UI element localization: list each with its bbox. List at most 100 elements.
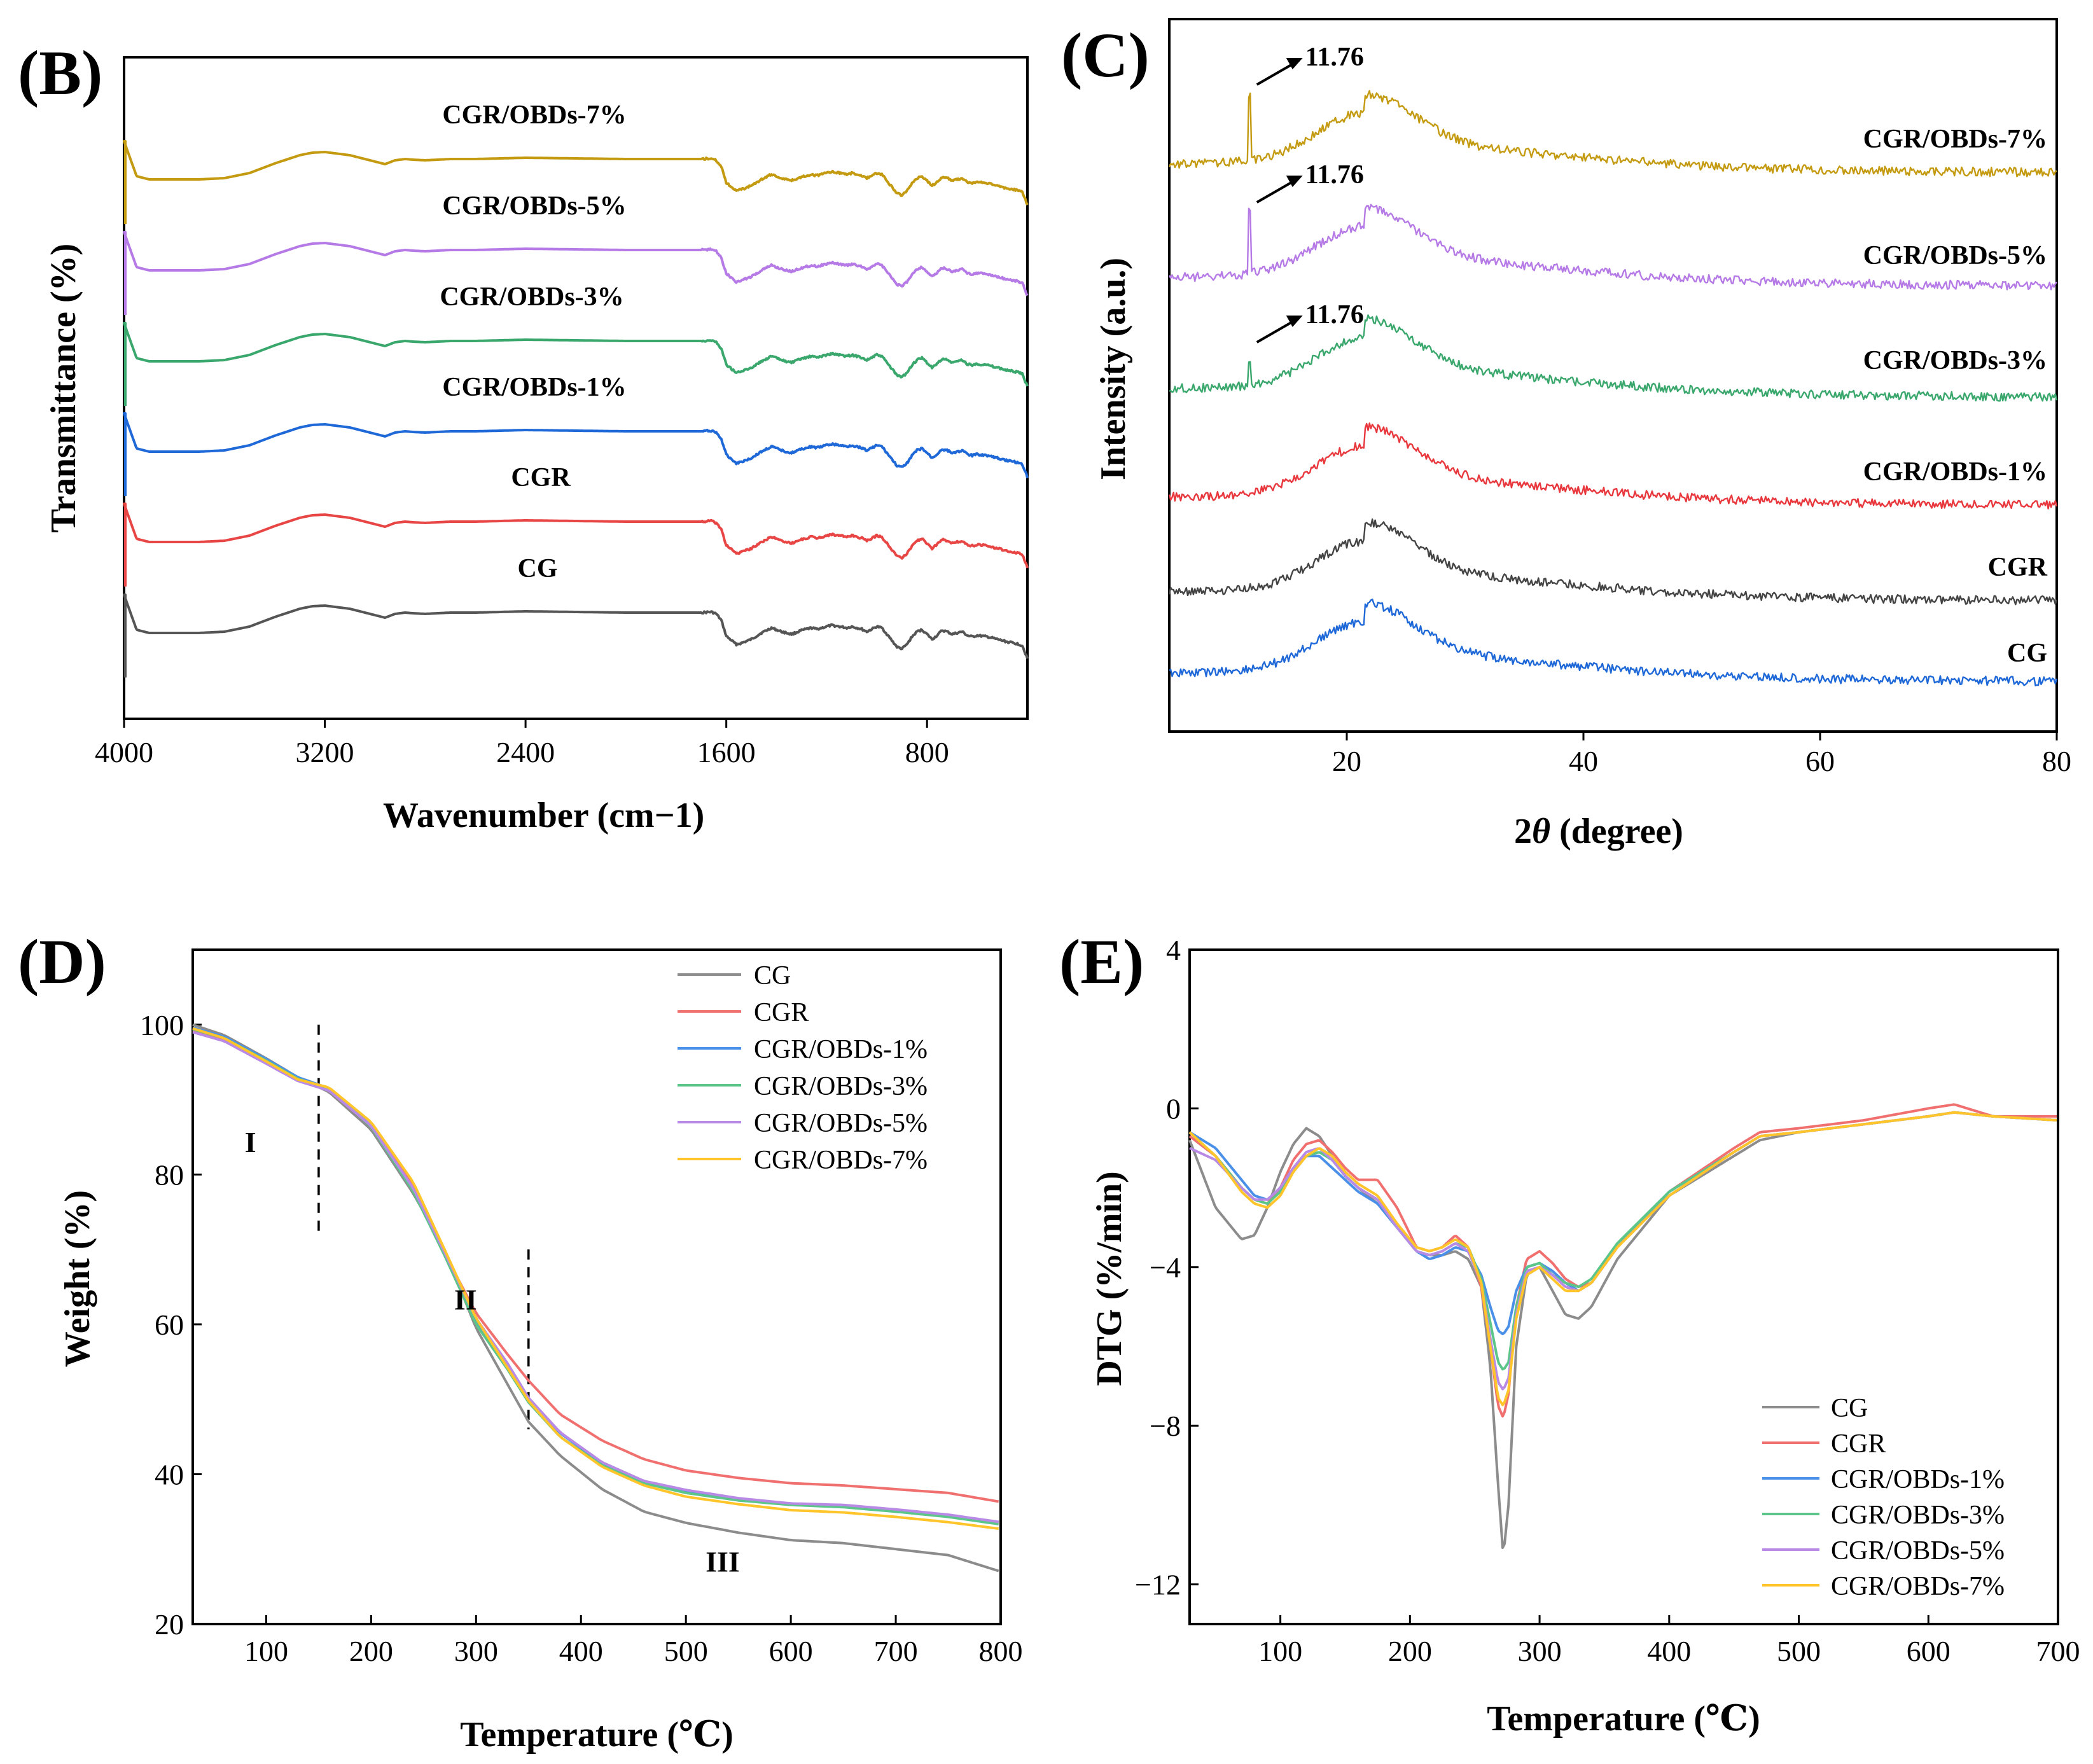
x-tick-label-500: 500 [664, 1635, 708, 1667]
legend-label-cgr-obds-1: CGR/OBDs-1% [754, 1035, 928, 1064]
y-tick-label-0: 0 [1166, 1092, 1181, 1125]
panel-d-legend: CG CGR CGR/OBDs-1% CGR/OBDs-3% CGR/OBDs-5% CG… [678, 961, 928, 1175]
xrd-label-cgr-obds-7: CGR/OBDs-7% [1863, 125, 2047, 154]
peak-label-cgr-obds-3: 11.76 [1305, 300, 1364, 330]
xrd-label-cgr-obds-1: CGR/OBDs-1% [1863, 457, 2047, 487]
ftir-label-cg: CG [518, 554, 558, 583]
y-tick-label-20: 20 [155, 1608, 184, 1641]
legend-label-cgr-obds-1: CGR/OBDs-1% [1831, 1465, 2005, 1494]
tga-curve-cgr [193, 1031, 999, 1501]
panel-c-x-ticks: 20 40 60 80 [1332, 732, 2071, 777]
x-tick-label-300: 300 [1518, 1635, 1562, 1667]
panel-b-ftir: (B) 4000 3200 2400 1600 800 CG CGR CGR/OBDs-1%… [18, 38, 1027, 835]
x-tick-label-700: 700 [874, 1635, 918, 1667]
panel-d-y-axis-label: Weight (%) [58, 1190, 97, 1367]
panel-c-y-axis-label: Intensity (a.u.) [1094, 258, 1133, 480]
tga-curve-cgr-obds-3 [193, 1029, 999, 1524]
legend-label-cg: CG [1831, 1394, 1868, 1423]
x-tick-label-600: 600 [1907, 1635, 1950, 1667]
panel-c-curve-labels: CG CGR CGR/OBDs-1% CGR/OBDs-3% 11.76 CGR/OBDs… [1257, 43, 2048, 668]
x-tick-label-20: 20 [1332, 745, 1361, 777]
x-tick-label-4000: 4000 [95, 736, 153, 768]
legend-label-cgr-obds-3: CGR/OBDs-3% [754, 1072, 928, 1101]
legend-label-cgr-obds-3: CGR/OBDs-3% [1831, 1501, 2005, 1530]
region-I: I [245, 1126, 256, 1158]
y-tick-label-100: 100 [140, 1009, 184, 1041]
panel-c-label: (C) [1061, 20, 1150, 90]
legend-label-cgr-obds-7: CGR/OBDs-7% [754, 1146, 928, 1175]
y-tick-label-4: −4 [1150, 1251, 1181, 1284]
x-tick-label-80: 80 [2042, 745, 2071, 777]
x-tick-label-100: 100 [1258, 1635, 1302, 1667]
panel-d-x-axis-label: Temperature (℃) [460, 1715, 733, 1754]
y-tick-label-12: −12 [1135, 1569, 1181, 1601]
region-III: III [706, 1546, 740, 1578]
x-tick-label-1600: 1600 [697, 736, 756, 768]
legend-label-cgr-obds-5: CGR/OBDs-5% [1831, 1536, 2005, 1566]
y-tick-label-8: −8 [1150, 1410, 1181, 1442]
xrd-curve-cg [1169, 599, 2057, 685]
panel-e-x-axis-label: Temperature (℃) [1487, 1699, 1760, 1739]
legend-label-cg: CG [754, 961, 791, 990]
panel-d-curves [193, 1025, 999, 1571]
panel-c-x-axis-label: 2θ (degree) [1514, 812, 1683, 851]
legend-label-cgr: CGR [754, 998, 809, 1027]
y-tick-label-60: 60 [155, 1309, 184, 1341]
y-tick-label-4: 4 [1166, 934, 1181, 966]
ftir-curve-cgr [124, 504, 1027, 587]
x-tick-label-300: 300 [454, 1635, 498, 1667]
panel-c-xrd: (C) 20 40 60 80 CG CGR CGR/OBDs-1% CGR/OBDs-3%… [1061, 19, 2071, 851]
tga-curve-cgr-obds-1 [193, 1028, 999, 1523]
ftir-curve-cg [124, 595, 1027, 677]
x-tick-label-700: 700 [2036, 1635, 2080, 1667]
x-tick-label-60: 60 [1805, 745, 1835, 777]
dtg-curve-cgr-obds-1 [1190, 1113, 2057, 1334]
xrd-label-cgr: CGR [1988, 553, 2048, 582]
panel-b-x-ticks: 4000 3200 2400 1600 800 [95, 719, 949, 768]
ftir-label-cgr-obds-7: CGR/OBDs-7% [442, 101, 626, 130]
x-tick-label-800: 800 [979, 1635, 1023, 1667]
x-tick-label-40: 40 [1569, 745, 1598, 777]
panel-e-y-axis-label: DTG (%/min) [1090, 1171, 1129, 1386]
panel-d-ticks: 100 200 300 400 500 600 700 800 20 40 60 80 100 [140, 1009, 1023, 1667]
ftir-curve-cgr-obds-1 [124, 413, 1027, 496]
ftir-label-cgr-obds-1: CGR/OBDs-1% [442, 373, 626, 402]
legend-label-cgr-obds-5: CGR/OBDs-5% [754, 1109, 928, 1138]
y-tick-label-80: 80 [155, 1158, 184, 1191]
x-tick-label-200: 200 [349, 1635, 393, 1667]
xrd-label-cg: CG [2007, 639, 2047, 668]
xrd-label-cgr-obds-3: CGR/OBDs-3% [1863, 346, 2047, 375]
panel-e-label: (E) [1059, 926, 1144, 997]
panel-b-label: (B) [18, 38, 102, 108]
x-tick-label-200: 200 [1388, 1635, 1432, 1667]
ftir-label-cgr-obds-5: CGR/OBDs-5% [442, 191, 626, 221]
panel-d-tga: (D) 100 200 300 400 500 600 700 800 20 40 60 80100 … [18, 926, 1023, 1754]
tga-curve-cgr-obds-5 [193, 1032, 999, 1522]
ftir-label-cgr: CGR [511, 463, 571, 492]
x-tick-label-400: 400 [559, 1635, 603, 1667]
x-tick-label-3200: 3200 [296, 736, 354, 768]
tga-curve-cgr-obds-7 [193, 1029, 999, 1529]
region-II: II [454, 1283, 477, 1316]
figure: (B) 4000 3200 2400 1600 800 CGCGRCGR/OBDs-1%… [0, 0, 2093, 1764]
peak-label-cgr-obds-7: 11.76 [1305, 43, 1364, 72]
panel-d-dividers [319, 1025, 529, 1429]
x-tick-label-400: 400 [1647, 1635, 1691, 1667]
x-tick-label-600: 600 [769, 1635, 813, 1667]
xrd-label-cgr-obds-5: CGR/OBDs-5% [1863, 241, 2047, 270]
panel-d-label: (D) [18, 926, 106, 997]
panel-b-y-axis-label: Transmittance (%) [44, 244, 83, 533]
x-tick-label-100: 100 [244, 1635, 288, 1667]
x-tick-label-2400: 2400 [496, 736, 555, 768]
y-tick-label-40: 40 [155, 1458, 184, 1490]
peak-label-cgr-obds-5: 11.76 [1305, 160, 1364, 190]
panel-b-curves [124, 141, 1027, 677]
ftir-label-cgr-obds-3: CGR/OBDs-3% [440, 282, 623, 312]
legend-label-cgr: CGR [1831, 1429, 1886, 1459]
x-tick-label-800: 800 [905, 736, 949, 768]
panel-b-x-axis-label: Wavenumber (cm−1) [383, 796, 704, 835]
x-tick-label-500: 500 [1777, 1635, 1821, 1667]
xrd-curve-cgr [1169, 519, 2057, 604]
legend-label-cgr-obds-7: CGR/OBDs-7% [1831, 1572, 2005, 1601]
panel-c-curves [1169, 91, 2057, 686]
